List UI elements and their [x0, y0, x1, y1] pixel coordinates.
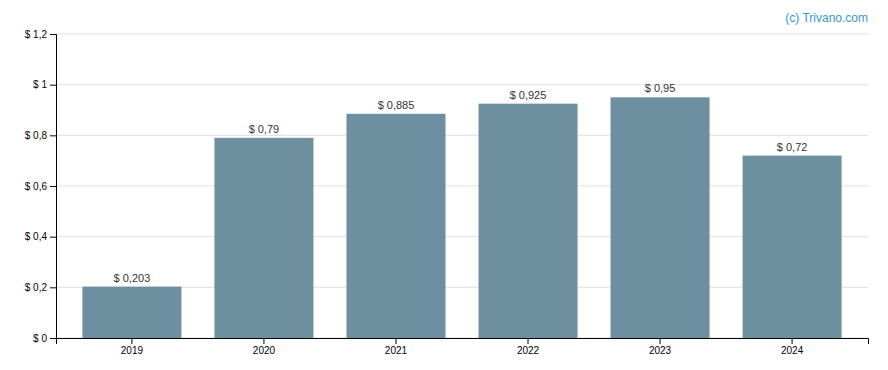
data-label: $ 0,95 — [645, 82, 676, 94]
x-tick-mark — [131, 338, 132, 344]
x-tick: 2021 — [385, 338, 408, 356]
bar — [479, 104, 578, 338]
x-tick-label: 2022 — [517, 345, 540, 356]
y-tick: $ 0,6 — [25, 181, 56, 192]
y-tick-mark — [50, 34, 56, 35]
data-label: $ 0,72 — [777, 141, 808, 153]
y-tick-label: $ 0,2 — [25, 282, 48, 293]
x-tick-mark — [792, 338, 793, 344]
annotation: (c) Trivano.com — [785, 11, 868, 25]
y-tick: $ 1,2 — [25, 29, 56, 40]
y-tick-label: $ 0 — [33, 333, 47, 344]
y-tick-label: $ 0,4 — [25, 231, 48, 242]
bar — [611, 97, 710, 338]
y-tick-mark — [50, 338, 56, 339]
y-tick-mark — [50, 85, 56, 86]
grid-line — [56, 84, 868, 85]
x-tick-mark — [660, 338, 661, 344]
x-tick: 2022 — [517, 338, 540, 356]
data-label: $ 0,79 — [249, 123, 280, 135]
data-labels: $ 0,203 $ 0,79 $ 0,885 $ 0,925 $ 0,95 $ 0,72 — [114, 82, 808, 283]
y-tick: $ 0 — [33, 333, 56, 344]
bar — [743, 156, 842, 338]
y-axis-line — [50, 35, 57, 339]
y-tick: $ 0,2 — [25, 282, 56, 293]
y-axis: $ 0 $ 0,2 $ 0,4 $ 0,6 $ 0,8 $ 1 $ 1,2 — [25, 29, 57, 344]
y-tick: $ 1 — [33, 79, 56, 90]
y-tick-label: $ 1 — [33, 79, 47, 90]
x-axis: 2019 2020 2021 2022 2023 2024 — [57, 338, 869, 356]
y-tick-label: $ 0,6 — [25, 181, 48, 192]
x-axis-line — [57, 339, 869, 345]
x-tick-label: 2024 — [781, 345, 804, 356]
x-tick-mark — [263, 338, 264, 344]
grid — [56, 34, 868, 338]
x-tick-mark — [395, 338, 396, 344]
y-tick-label: $ 1,2 — [25, 29, 48, 40]
x-tick: 2020 — [253, 338, 276, 356]
x-tick: 2019 — [121, 338, 144, 356]
grid-line — [56, 135, 868, 136]
bar — [214, 138, 313, 338]
chart-svg: $ 0$ 0,2$ 0,4$ 0,6$ 0,8$ 1$ 1,2201920202… — [0, 0, 888, 370]
x-tick-label: 2021 — [385, 345, 408, 356]
y-tick-mark — [50, 186, 56, 187]
data-label: $ 0,925 — [510, 89, 547, 101]
x-tick-mark — [528, 338, 529, 344]
x-tick-label: 2020 — [253, 345, 276, 356]
data-label: $ 0,885 — [378, 99, 415, 111]
y-tick: $ 0,8 — [25, 130, 56, 141]
bar — [82, 287, 181, 338]
x-tick-label: 2019 — [121, 345, 144, 356]
x-tick-label: 2023 — [649, 345, 672, 356]
y-tick-mark — [50, 237, 56, 238]
x-tick: 2023 — [649, 338, 672, 356]
data-label: $ 0,203 — [114, 272, 151, 284]
y-tick-label: $ 0,8 — [25, 130, 48, 141]
plot-area: $ 0$ 0,2$ 0,4$ 0,6$ 0,8$ 1$ 1,2201920202… — [25, 29, 869, 356]
bar — [346, 114, 445, 338]
y-tick-mark — [50, 135, 56, 136]
x-tick: 2024 — [781, 338, 804, 356]
y-tick: $ 0,4 — [25, 231, 56, 242]
bars — [82, 97, 841, 338]
y-tick-mark — [50, 287, 56, 288]
grid-line — [56, 34, 868, 35]
